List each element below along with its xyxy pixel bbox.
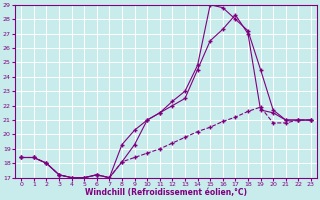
X-axis label: Windchill (Refroidissement éolien,°C): Windchill (Refroidissement éolien,°C): [85, 188, 247, 197]
